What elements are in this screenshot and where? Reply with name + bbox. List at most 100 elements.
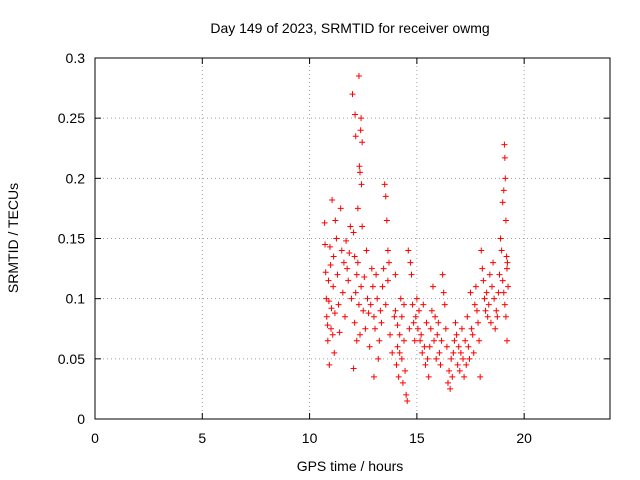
data-point: [421, 343, 428, 350]
data-point: [434, 331, 441, 338]
data-point: [502, 313, 509, 320]
data-point: [422, 361, 429, 368]
data-point: [501, 154, 508, 161]
data-point: [369, 283, 376, 290]
data-point: [416, 307, 423, 314]
data-point: [504, 337, 510, 344]
data-point: [504, 259, 511, 266]
data-point: [497, 235, 504, 242]
data-point: [418, 331, 425, 338]
data-point: [471, 301, 478, 308]
data-point: [452, 319, 459, 326]
data-point: [326, 361, 333, 368]
data-point: [336, 329, 343, 336]
data-point: [428, 307, 435, 314]
data-point: [470, 349, 477, 356]
data-point: [379, 283, 386, 290]
data-point: [486, 271, 493, 278]
y-tick-label: 0.2: [66, 170, 86, 186]
data-point: [384, 277, 391, 284]
y-tick-label: 0.1: [66, 291, 86, 307]
data-point: [334, 271, 341, 278]
data-point: [409, 301, 416, 308]
data-point: [477, 373, 484, 380]
data-point: [328, 325, 335, 332]
data-point: [491, 295, 498, 302]
data-point: [446, 367, 453, 374]
data-point: [448, 355, 455, 362]
data-point: [361, 274, 368, 281]
data-point: [495, 289, 502, 296]
data-point: [327, 261, 334, 268]
data-point: [322, 269, 329, 276]
data-point: [464, 313, 471, 320]
data-point: [473, 307, 480, 314]
data-point: [356, 163, 363, 170]
data-point: [438, 337, 445, 344]
data-point: [348, 295, 355, 302]
y-tick-label: 0.3: [66, 50, 86, 66]
data-point: [402, 367, 409, 374]
data-point: [482, 307, 489, 314]
data-point: [354, 205, 361, 212]
data-point: [407, 259, 414, 266]
data-point: [352, 133, 359, 140]
data-point: [403, 391, 410, 398]
y-tick-label: 0.05: [58, 351, 85, 367]
data-point: [461, 373, 468, 380]
data-point: [321, 219, 328, 226]
data-point: [494, 313, 501, 320]
data-point: [479, 265, 486, 272]
data-point: [322, 241, 329, 248]
data-point: [499, 199, 506, 206]
data-point: [496, 271, 503, 278]
data-point: [370, 313, 377, 320]
data-point: [350, 365, 357, 372]
data-point: [411, 337, 418, 344]
data-point: [462, 337, 469, 344]
data-point: [469, 331, 476, 338]
data-point: [498, 247, 505, 254]
data-point: [394, 343, 401, 350]
data-point: [329, 196, 336, 203]
data-point: [437, 361, 444, 368]
x-tick-label: 10: [302, 430, 318, 446]
data-point: [366, 343, 373, 350]
data-point: [333, 235, 340, 242]
data-point: [396, 349, 403, 356]
data-point: [420, 301, 427, 308]
data-point: [331, 349, 338, 356]
data-point: [325, 277, 332, 284]
data-point: [408, 271, 415, 278]
data-point: [339, 289, 346, 296]
data-point: [387, 331, 394, 338]
data-point: [329, 331, 336, 338]
data-point: [505, 283, 512, 290]
data-point: [449, 373, 456, 380]
data-point: [372, 325, 379, 332]
data-point: [451, 337, 458, 344]
data-point: [382, 193, 389, 200]
data-point: [367, 301, 374, 308]
data-point: [413, 295, 420, 302]
data-point: [382, 301, 389, 308]
data-point: [466, 355, 473, 362]
x-tick-label: 15: [409, 430, 425, 446]
data-point: [344, 265, 351, 272]
data-point: [330, 283, 337, 290]
data-point: [385, 259, 392, 266]
data-point: [425, 373, 432, 380]
data-point: [355, 73, 362, 80]
data-point: [441, 301, 448, 308]
data-point: [501, 301, 508, 308]
data-point: [435, 319, 442, 326]
data-point: [352, 289, 359, 296]
x-axis-label: GPS time / hours: [297, 458, 404, 474]
axis-ticks: 0 0.05 0.1 0.15 0.2 0.25 0.3 0 5 10 15 20: [58, 50, 610, 446]
data-point: [399, 379, 406, 386]
data-point: [350, 229, 357, 236]
data-point: [343, 237, 350, 244]
data-point: [443, 343, 450, 350]
data-point: [457, 349, 464, 356]
